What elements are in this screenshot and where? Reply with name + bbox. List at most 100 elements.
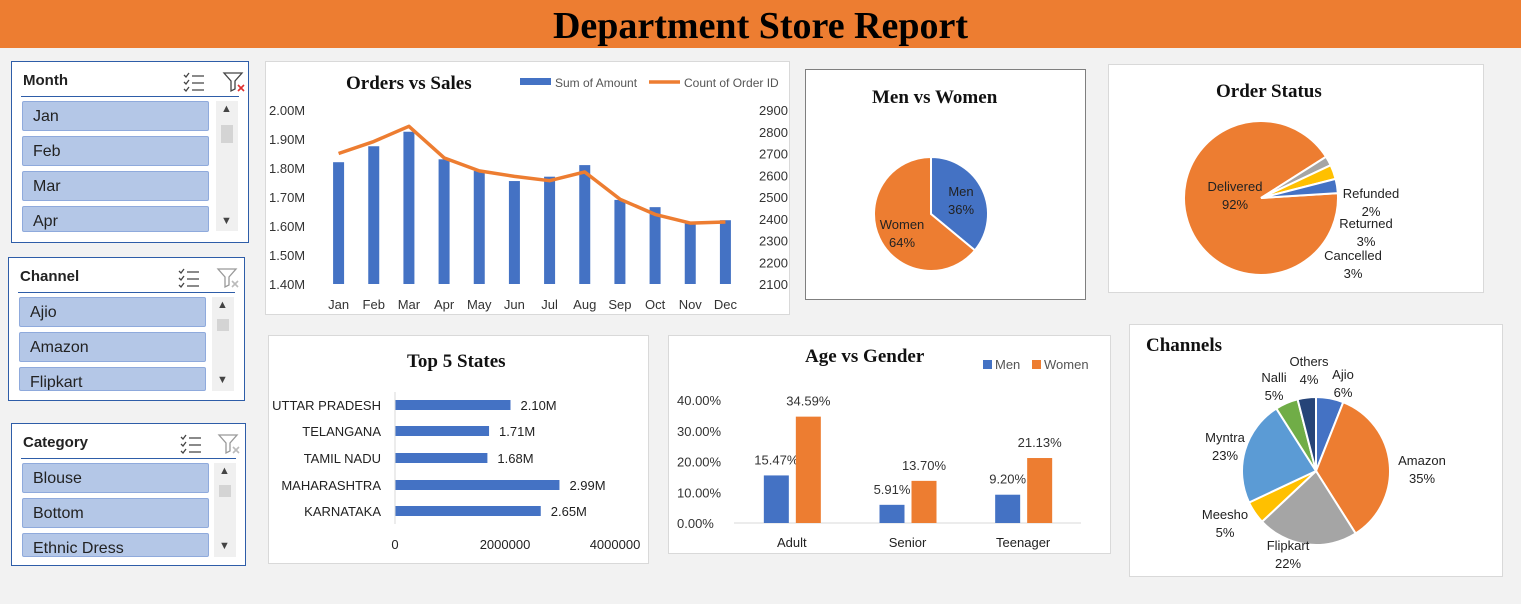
multi-select-icon[interactable] <box>181 70 207 94</box>
channels-panel: Channels Ajio 6% Amazon 35% Flipkart 22% Meesh… <box>1129 324 1503 577</box>
category-label: UTTAR PRADESH <box>272 398 381 413</box>
scroll-thumb[interactable] <box>219 485 231 497</box>
x-tick-label: Apr <box>434 297 455 312</box>
slice-label-ajio: Ajio <box>1332 367 1354 382</box>
bar-women-adult <box>795 416 821 523</box>
slice-label-myntra: Myntra <box>1205 430 1246 445</box>
scroll-up-icon[interactable]: ▲ <box>221 103 232 115</box>
slicer-item-feb[interactable]: Feb <box>22 136 209 166</box>
bar-aug <box>579 165 591 284</box>
bar-uttar-pradesh <box>395 400 511 410</box>
clear-filter-icon[interactable] <box>216 432 242 456</box>
channel-slice-amazon <box>1314 400 1391 535</box>
slicer-item-apr[interactable]: Apr <box>22 206 209 232</box>
bar-women-senior <box>911 480 937 523</box>
slicer-item-flipkart[interactable]: Flipkart <box>19 367 206 391</box>
slice-label-delivered: Delivered <box>1208 179 1263 194</box>
x-tick-label: Mar <box>398 297 421 312</box>
bar-men-senior <box>879 504 905 523</box>
x-tick-label: 0 <box>391 537 398 552</box>
category-slicer: Category Blouse Bottom Ethnic Dress ▲ ▼ <box>11 423 246 566</box>
bar-maharashtra <box>395 480 560 490</box>
scroll-down-icon[interactable]: ▼ <box>219 540 230 552</box>
y-tick-label: 1.70M <box>269 190 305 205</box>
multi-select-icon[interactable] <box>178 432 204 456</box>
slicer-item-mar[interactable]: Mar <box>22 171 209 201</box>
bar-nov <box>684 223 696 284</box>
report-title: Department Store Report <box>552 5 969 47</box>
slice-value-myntra: 23% <box>1212 448 1238 463</box>
slicer-item-jan[interactable]: Jan <box>22 101 209 131</box>
slice-label-returned: Returned <box>1339 216 1392 231</box>
slice-label-cancelled: Cancelled <box>1324 248 1382 263</box>
scroll-thumb[interactable] <box>217 319 229 331</box>
category-label: TELANGANA <box>302 424 381 439</box>
bar-jul <box>544 176 556 284</box>
category-scrollbar[interactable]: ▲ ▼ <box>214 463 236 557</box>
category-label: MAHARASHTRA <box>281 478 381 493</box>
top-states-chart: UTTAR PRADESH 2.10M TELANGANA 1.71M TAMIL NA… <box>272 392 641 552</box>
slicer-item-amazon[interactable]: Amazon <box>19 332 206 362</box>
data-label: 15.47% <box>754 452 799 467</box>
y-tick-label: 1.60M <box>269 219 305 234</box>
slicer-item-ajio[interactable]: Ajio <box>19 297 206 327</box>
y2-tick-label: 2300 <box>759 234 788 249</box>
bar-mar <box>403 131 415 284</box>
multi-select-icon[interactable] <box>176 266 202 290</box>
legend-swatch-women <box>1032 360 1041 369</box>
slice-value-others: 4% <box>1300 372 1319 387</box>
data-label: 9.20% <box>989 472 1026 487</box>
report-title-bar: Department Store Report <box>0 0 1521 48</box>
clear-filter-icon[interactable] <box>221 70 247 94</box>
slicer-item-ethnic-dress[interactable]: Ethnic Dress <box>22 533 209 557</box>
scroll-thumb[interactable] <box>221 125 233 143</box>
men-women-chart: Men 36% Women 64% <box>873 155 989 272</box>
slice-value-returned: 3% <box>1357 234 1376 249</box>
channel-slice-flipkart <box>1260 469 1358 546</box>
orders-sales-title: Orders vs Sales <box>346 73 472 94</box>
top-states-panel: Top 5 States UTTAR PRADESH 2.10M TELANGANA… <box>268 335 649 564</box>
top-states-title: Top 5 States <box>407 351 506 372</box>
slicer-item-blouse[interactable]: Blouse <box>22 463 209 493</box>
channel-slice-myntra <box>1241 407 1318 504</box>
slice-label-others: Others <box>1289 354 1329 369</box>
slice-value-delivered: 92% <box>1222 197 1248 212</box>
category-slicer-title: Category <box>23 434 89 451</box>
month-scrollbar[interactable]: ▲ ▼ <box>216 101 238 231</box>
y-tick-label: 10.00% <box>677 485 722 500</box>
scroll-up-icon[interactable]: ▲ <box>219 465 230 477</box>
data-label: 2.10M <box>521 398 557 413</box>
y2-tick-label: 2600 <box>759 168 788 183</box>
slice-value-cancelled: 3% <box>1344 266 1363 281</box>
x-tick-label: Sep <box>608 297 631 312</box>
scroll-down-icon[interactable]: ▼ <box>217 374 228 386</box>
bar-jan <box>333 162 345 284</box>
scroll-up-icon[interactable]: ▲ <box>217 299 228 311</box>
slicer-item-bottom[interactable]: Bottom <box>22 498 209 528</box>
x-tick-label: 4000000 <box>590 537 641 552</box>
channel-slice-others <box>1296 395 1317 472</box>
slice-label-nalli: Nalli <box>1261 370 1286 385</box>
bar-may <box>473 170 485 284</box>
slice-label-meesho: Meesho <box>1202 507 1248 522</box>
age-gender-chart: 0.00% 10.00% 20.00% 30.00% 40.00% 15.47% 34.59… <box>677 357 1089 550</box>
bar-dec <box>719 220 731 284</box>
x-tick-label: Feb <box>363 297 385 312</box>
month-slicer: Month Jan Feb Mar Apr ▲ ▼ <box>11 61 249 243</box>
channel-scrollbar[interactable]: ▲ ▼ <box>212 297 234 391</box>
slice-value-women: 64% <box>889 235 915 250</box>
channels-chart: Ajio 6% Amazon 35% Flipkart 22% Meesho 5% Myntra… <box>1202 354 1446 571</box>
y2-tick-label: 2900 <box>759 103 788 118</box>
y-tick-label: 1.40M <box>269 277 305 292</box>
legend-label-women: Women <box>1044 357 1089 372</box>
scroll-down-icon[interactable]: ▼ <box>221 215 232 227</box>
legend-label-count-of-order-id: Count of Order ID <box>684 76 779 90</box>
channel-slicer-header: Channel <box>18 266 239 293</box>
data-label: 34.59% <box>786 394 831 409</box>
slice-value-refunded: 2% <box>1362 204 1381 219</box>
x-tick-label: Aug <box>573 297 596 312</box>
order-status-title: Order Status <box>1216 81 1322 102</box>
slice-label-refunded: Refunded <box>1343 186 1399 201</box>
y-tick-label: 1.50M <box>269 248 305 263</box>
clear-filter-icon[interactable] <box>215 266 241 290</box>
